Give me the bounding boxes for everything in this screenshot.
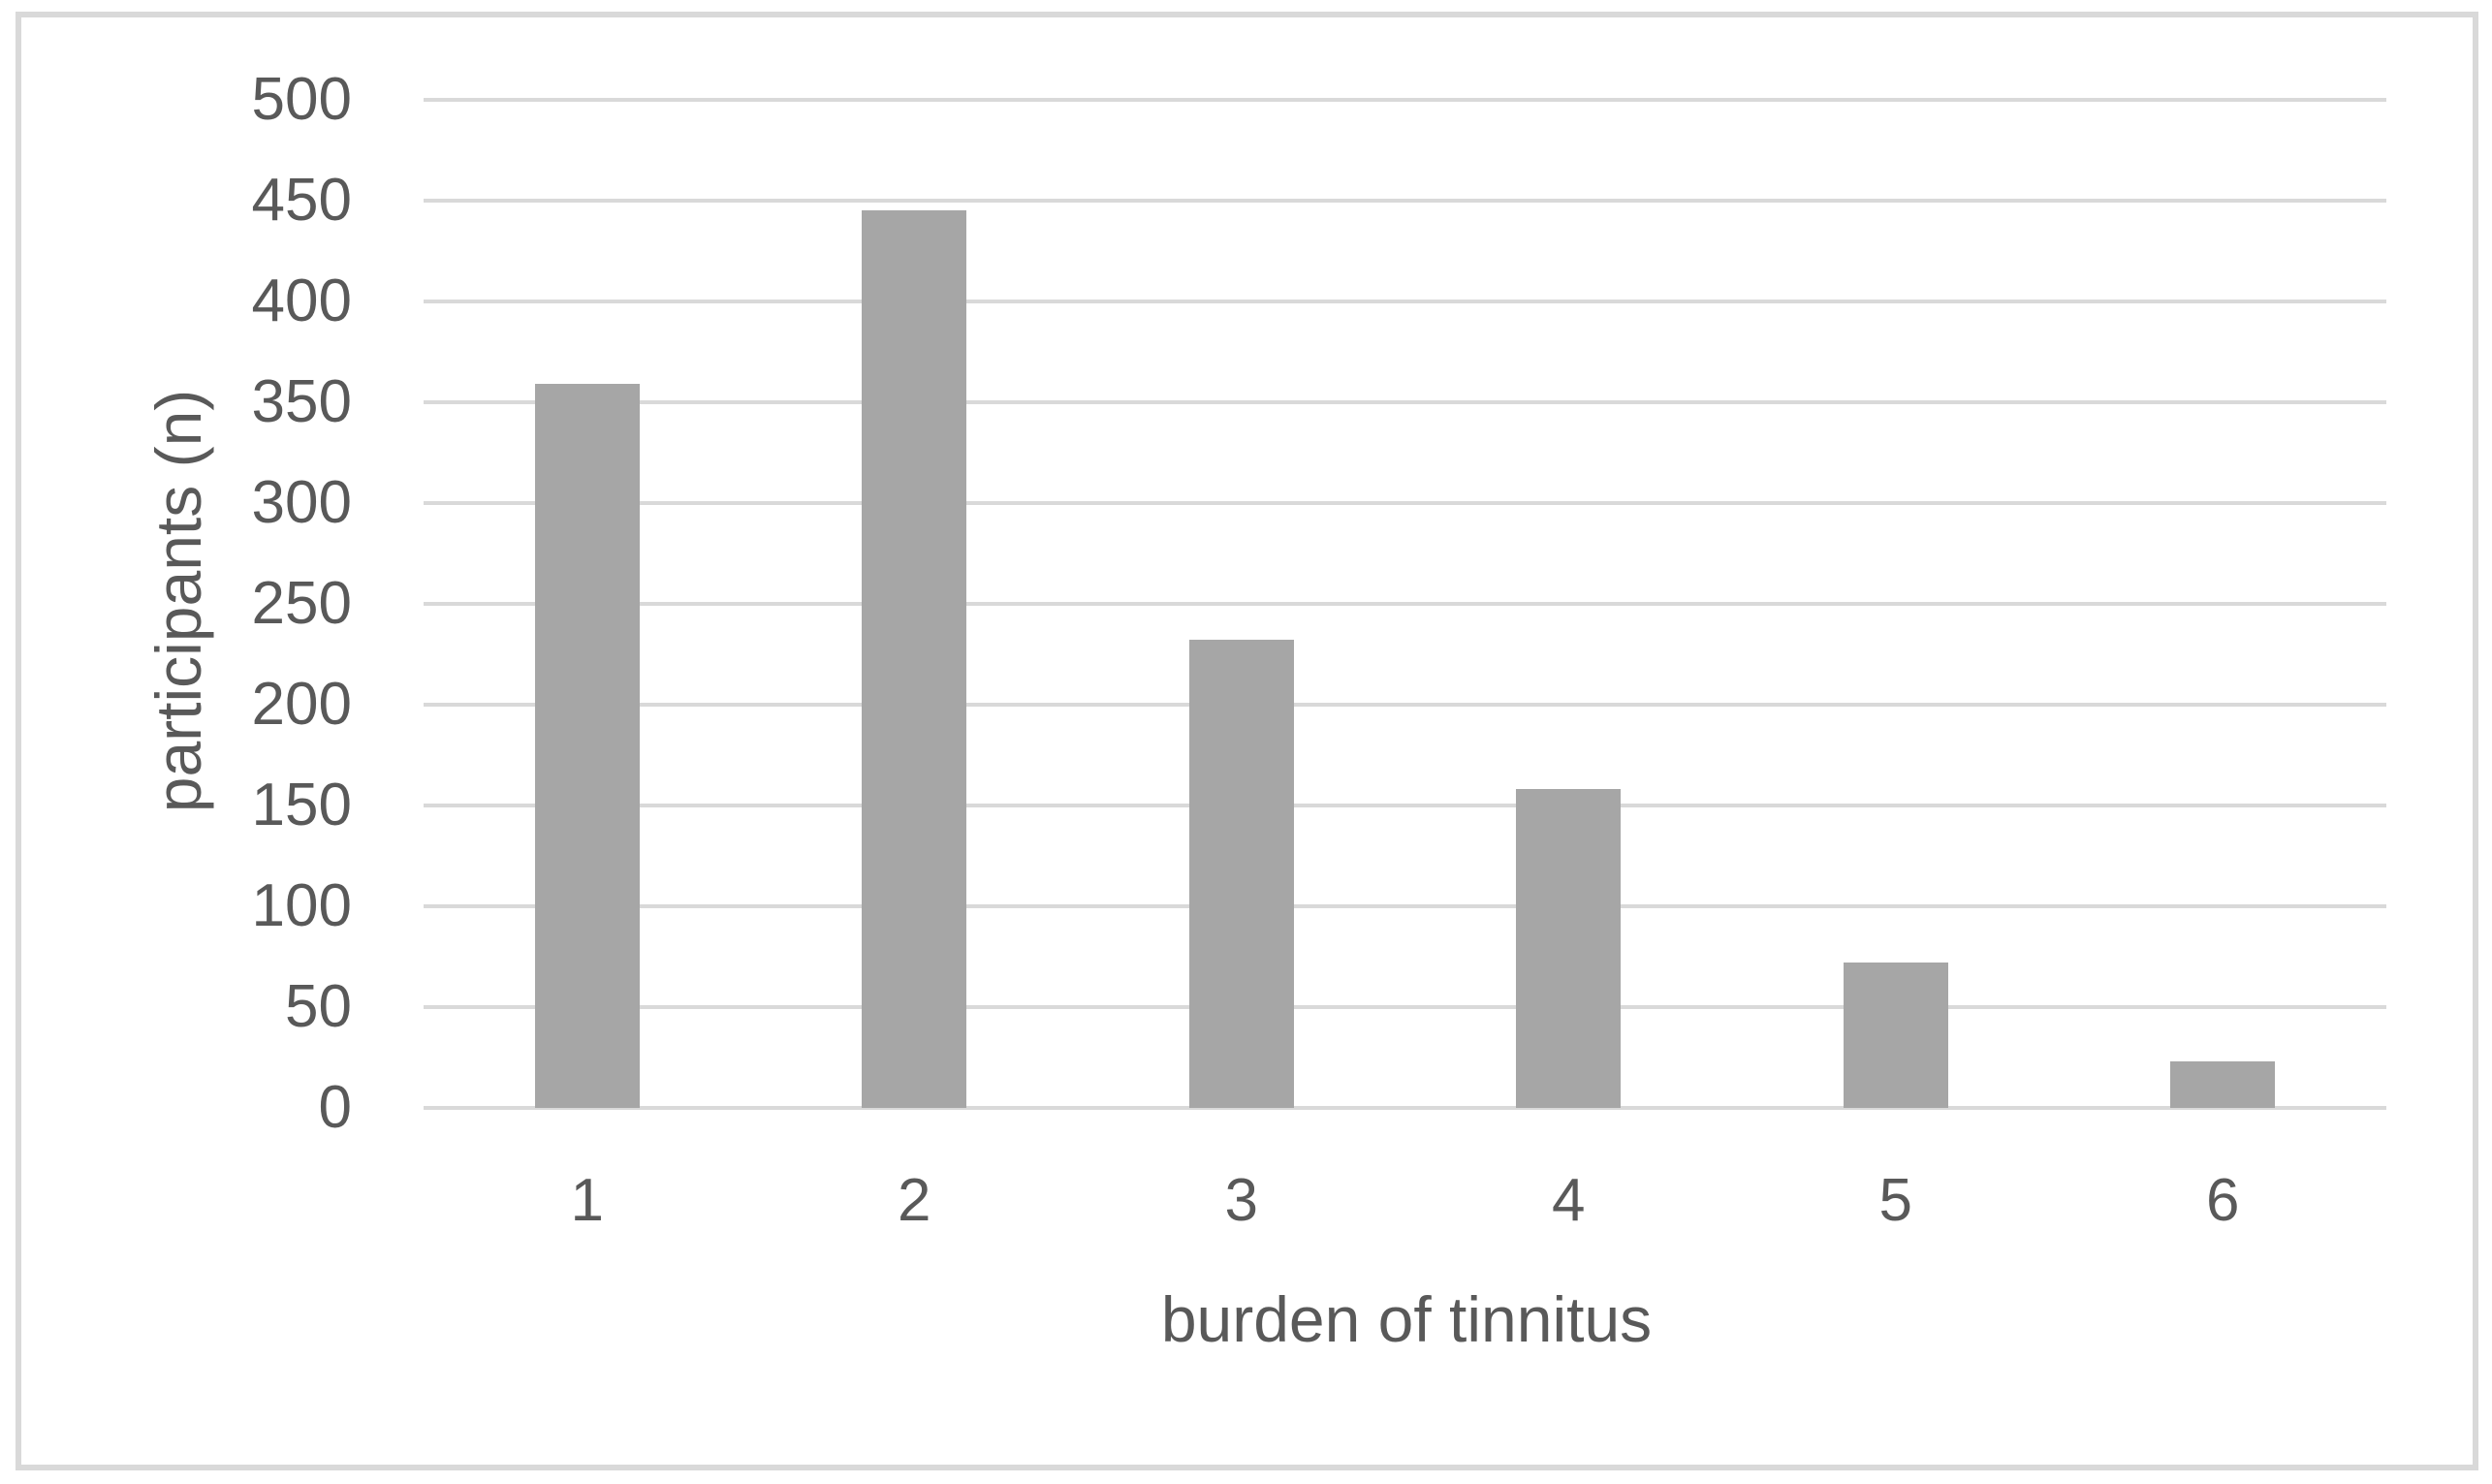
y-tick-label: 50 [285,973,352,1040]
y-tick-label: 450 [251,167,352,234]
y-tick-label: 200 [251,671,352,738]
gridline [424,199,2386,203]
gridline [424,1005,2386,1009]
gridline [424,98,2386,102]
y-tick-label: 400 [251,268,352,334]
x-tick-label: 6 [2206,1167,2240,1234]
gridline [424,804,2386,807]
x-axis-title: burden of tinnitus [1160,1283,1653,1355]
x-tick-label: 2 [898,1167,931,1234]
y-tick-label: 500 [251,66,352,133]
bar-category-6 [2170,1061,2276,1108]
gridline [424,501,2386,505]
y-tick-label: 250 [251,570,352,637]
x-tick-label: 4 [1552,1167,1586,1234]
gridline [424,300,2386,303]
y-tick-label: 150 [251,772,352,838]
y-axis-title: participants (n) [142,389,214,813]
gridline [424,400,2386,404]
bar-category-4 [1516,789,1622,1108]
bar-category-2 [862,210,967,1108]
bar-category-3 [1188,640,1294,1108]
x-tick-label: 1 [570,1167,604,1234]
x-tick-label: 3 [1224,1167,1258,1234]
bar-category-5 [1843,963,1948,1108]
y-tick-label: 300 [251,469,352,536]
chart-frame-border [16,12,2478,1470]
gridline [424,904,2386,908]
gridline [424,703,2386,707]
x-tick-label: 5 [1878,1167,1912,1234]
gridline [424,602,2386,606]
gridline [424,1106,2386,1110]
bar-category-1 [534,384,640,1108]
y-tick-label: 350 [251,368,352,435]
y-tick-label: 100 [251,872,352,939]
y-tick-label: 0 [318,1074,352,1141]
